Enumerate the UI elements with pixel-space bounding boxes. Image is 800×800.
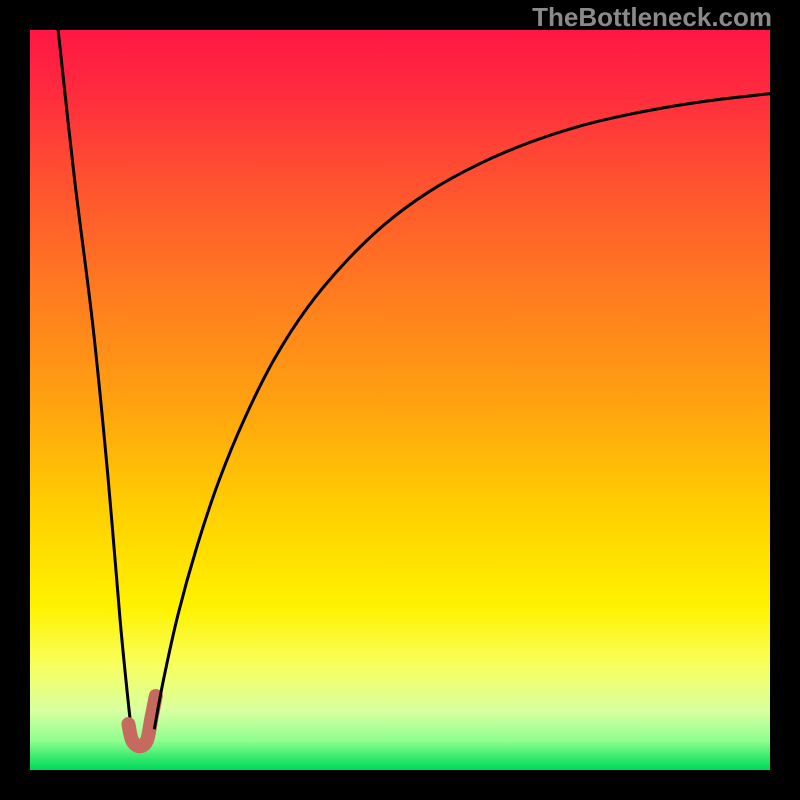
gradient-background bbox=[30, 30, 770, 770]
plot-svg bbox=[0, 0, 800, 800]
watermark-text: TheBottleneck.com bbox=[532, 2, 772, 33]
figure-root: TheBottleneck.com bbox=[0, 0, 800, 800]
plot-canvas bbox=[0, 0, 800, 800]
